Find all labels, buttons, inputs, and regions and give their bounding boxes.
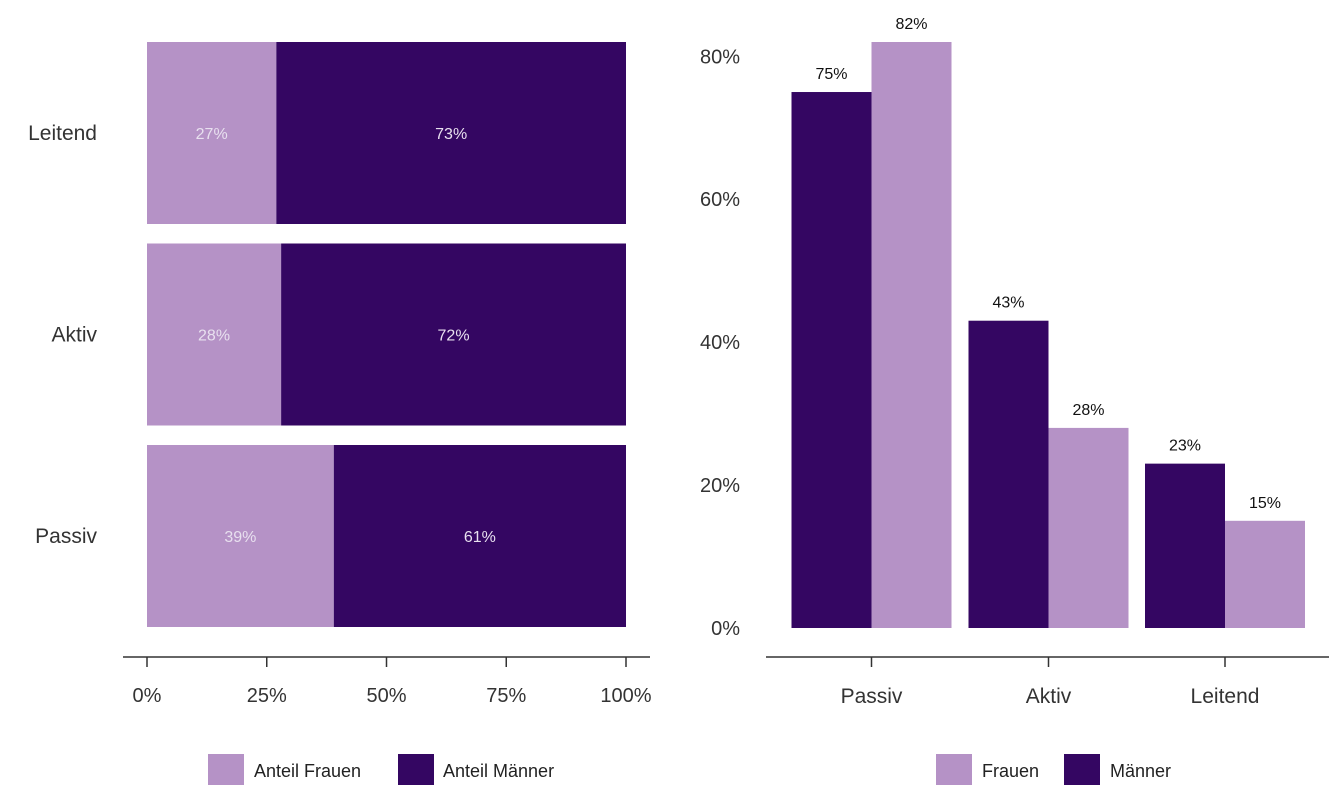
y-tick-label-60: 60%: [700, 189, 740, 211]
bar-passiv-maenner: [791, 92, 872, 628]
data-label-passiv-frauen: 82%: [895, 16, 927, 33]
data-label-passiv-anteil-maenner: 61%: [464, 529, 496, 546]
legend-label-maenner: Männer: [1110, 761, 1171, 781]
bar-leitend-frauen: [1225, 520, 1305, 628]
data-label-passiv-anteil-frauen: 39%: [224, 529, 256, 546]
bar-passiv-frauen: [871, 42, 952, 628]
y-tick-label-40: 40%: [700, 332, 740, 354]
x-tick-label-100: 100%: [600, 685, 651, 707]
x-tick-label-passiv: Passiv: [841, 685, 903, 708]
data-label-leitend-maenner: 23%: [1169, 438, 1201, 455]
data-label-passiv-maenner: 75%: [815, 66, 847, 83]
data-label-leitend-anteil-frauen: 27%: [196, 126, 228, 143]
x-tick-label-aktiv: Aktiv: [1026, 685, 1072, 708]
bar-aktiv-maenner: [968, 320, 1049, 628]
data-label-aktiv-frauen: 28%: [1072, 402, 1104, 419]
legend-label-frauen: Frauen: [982, 761, 1039, 781]
data-label-aktiv-maenner: 43%: [992, 295, 1024, 312]
x-tick-label-25: 25%: [247, 685, 287, 707]
data-label-aktiv-anteil-maenner: 72%: [438, 328, 470, 345]
legend-label-anteil-frauen: Anteil Frauen: [254, 761, 361, 781]
x-tick-label-0: 0%: [133, 685, 162, 707]
bar-leitend-maenner: [1145, 463, 1225, 628]
y-tick-label-80: 80%: [700, 46, 740, 68]
x-tick-label-75: 75%: [486, 685, 526, 707]
bar-aktiv-anteil-frauen: [147, 243, 282, 426]
y-tick-label-passiv: Passiv: [35, 525, 97, 548]
grouped-bar-chart-gender: 75% 82% 43% 28% 23% 15% 0% 20% 40% 60% 80% Passiv Ak…: [700, 16, 1329, 785]
y-tick-label-20: 20%: [700, 475, 740, 497]
bar-passiv-anteil-frauen: [147, 445, 334, 627]
bar-leitend-anteil-frauen: [147, 42, 277, 224]
data-label-aktiv-anteil-frauen: 28%: [198, 328, 230, 345]
bar-leitend-anteil-maenner: [276, 42, 626, 224]
bar-aktiv-anteil-maenner: [281, 243, 626, 426]
legend-swatch-frauen: [936, 754, 972, 785]
stacked-bar-chart-anteil: 27% 73% Leitend 28% 72% Aktiv 39% 61% Passiv 0% 25…: [28, 42, 652, 785]
bar-passiv-anteil-maenner: [333, 445, 626, 627]
data-label-leitend-frauen: 15%: [1249, 495, 1281, 512]
y-tick-label-0: 0%: [711, 618, 740, 640]
x-tick-label-leitend: Leitend: [1191, 685, 1260, 708]
legend-swatch-anteil-frauen: [208, 754, 244, 785]
y-tick-label-aktiv: Aktiv: [51, 324, 97, 347]
legend-swatch-anteil-maenner: [398, 754, 434, 785]
data-label-leitend-anteil-maenner: 73%: [435, 126, 467, 143]
x-tick-label-50: 50%: [366, 685, 406, 707]
legend-label-anteil-maenner: Anteil Männer: [443, 761, 554, 781]
bar-aktiv-frauen: [1048, 427, 1129, 628]
legend-swatch-maenner: [1064, 754, 1100, 785]
y-tick-label-leitend: Leitend: [28, 122, 97, 145]
